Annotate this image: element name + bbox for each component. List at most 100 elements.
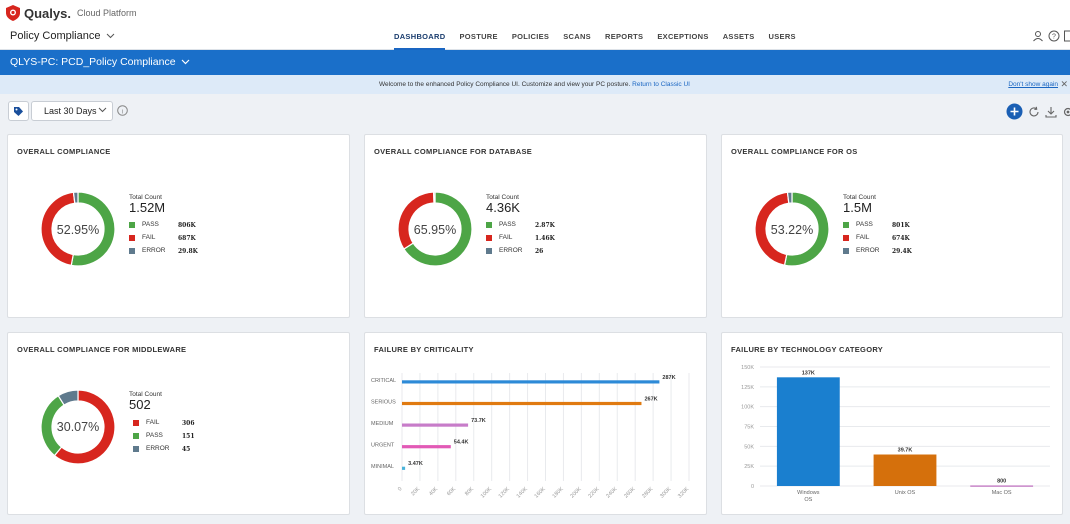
x-tick-label: 80K: [464, 486, 475, 497]
docs-icon[interactable]: [1064, 30, 1070, 42]
legend-label: FAIL: [499, 234, 513, 241]
tab-dashboard[interactable]: DASHBOARD: [394, 26, 446, 50]
total-count-value: 1.52M: [129, 200, 166, 215]
x-tick-label: 60K: [446, 486, 457, 497]
legend-label: PASS: [499, 221, 516, 228]
top-nav: Policy Compliance DASHBOARD POSTURE POLI…: [0, 26, 1070, 50]
error-swatch: [486, 247, 492, 254]
widget-failure-by-technology: FAILURE BY TECHNOLOGY CATEGORY 0 25K 50K 75…: [721, 332, 1063, 515]
bar-serious[interactable]: [402, 401, 642, 406]
tab-reports[interactable]: REPORTS: [604, 32, 644, 41]
legend-value: 151: [182, 433, 195, 440]
pass-swatch: [843, 221, 849, 228]
x-category-label: Mac OS: [992, 490, 1012, 496]
legend-label: ERROR: [499, 247, 523, 254]
nav-tabs: DASHBOARD POSTURE POLICIES SCANS REPORTS…: [394, 26, 810, 50]
widget-title: OVERALL COMPLIANCE FOR OS: [731, 147, 858, 156]
tab-posture[interactable]: POSTURE: [459, 32, 498, 41]
x-tick-label: 100K: [480, 486, 494, 500]
legend-label: FAIL: [142, 234, 156, 241]
x-tick-label: 0: [397, 486, 403, 492]
tab-users[interactable]: USERS: [768, 32, 796, 41]
bar-unix-os[interactable]: [873, 454, 937, 486]
tag-filter-button[interactable]: [8, 101, 29, 121]
legend-pass: PASS: [486, 221, 516, 228]
widget-failure-by-criticality: FAILURE BY CRITICALITY 0 20K 40K 60K 80K 100K…: [364, 332, 707, 515]
tab-policies[interactable]: POLICIES: [511, 32, 550, 41]
bar-windows-os[interactable]: [776, 377, 840, 486]
compliance-donut: [397, 191, 473, 267]
classic-ui-link[interactable]: Return to Classic UI: [632, 81, 690, 88]
compliance-percent: 53.22%: [770, 223, 814, 237]
bar-value-label: 39.7K: [898, 448, 913, 454]
close-icon[interactable]: ✕: [1060, 79, 1068, 89]
user-icon[interactable]: [1032, 30, 1044, 42]
total-count-value: 4.36K: [486, 200, 520, 215]
legend-value: 306: [182, 420, 195, 427]
bar-critical[interactable]: [402, 380, 660, 384]
donut-slice-error[interactable]: [72, 191, 79, 204]
legend-value: 26: [535, 248, 544, 255]
bar-value-label: 3.47K: [408, 461, 423, 467]
criticality-bar-chart: 0 20K 40K 60K 80K 100K 120K 140K 160K 180K 200K 220…: [371, 373, 691, 500]
legend-value: 801K: [892, 222, 910, 229]
tab-assets[interactable]: ASSETS: [722, 32, 755, 41]
banner-message: Welcome to the enhanced Policy Complianc…: [379, 81, 631, 88]
pass-swatch: [129, 221, 135, 228]
fail-swatch: [133, 419, 139, 426]
x-category-label: Windows: [797, 490, 820, 496]
help-icon[interactable]: ?: [1048, 30, 1060, 42]
dashboard-tools: [1006, 103, 1070, 120]
bar-urgent[interactable]: [402, 445, 451, 449]
legend-label: PASS: [856, 221, 873, 228]
legend-value: 806K: [178, 222, 196, 229]
module-selector[interactable]: Policy Compliance: [10, 30, 115, 42]
donut-slice-pass[interactable]: [403, 191, 473, 267]
legend-value: 674K: [892, 235, 910, 242]
widget-title: OVERALL COMPLIANCE FOR DATABASE: [374, 147, 533, 156]
x-tick-label: 20K: [410, 486, 421, 497]
y-category-label: URGENT: [371, 443, 395, 449]
compliance-donut: [754, 191, 830, 267]
donut-slice-error[interactable]: [786, 191, 793, 204]
legend-pass: PASS: [843, 221, 873, 228]
y-category-label: SERIOUS: [371, 399, 396, 405]
bar-medium[interactable]: [402, 423, 469, 427]
x-tick-label: 320K: [677, 486, 691, 500]
legend-fail: FAIL: [486, 234, 512, 241]
fail-swatch: [129, 234, 135, 241]
donut-slice-error[interactable]: [432, 191, 436, 204]
settings-icon[interactable]: [1062, 106, 1070, 118]
legend-label: FAIL: [856, 234, 870, 241]
error-swatch: [133, 445, 139, 452]
date-range-select[interactable]: Last 30 Days: [31, 101, 113, 121]
legend-label: PASS: [146, 432, 163, 439]
compliance-donut: [40, 191, 116, 267]
info-icon[interactable]: i: [117, 105, 128, 116]
bar-minimal[interactable]: [402, 466, 406, 470]
legend-fail: FAIL: [129, 234, 155, 241]
download-icon[interactable]: [1045, 106, 1057, 118]
widget-title: OVERALL COMPLIANCE FOR MIDDLEWARE: [17, 345, 187, 354]
donut-slice-error[interactable]: [57, 389, 79, 406]
brand-bar: Qualys. Cloud Platform: [0, 0, 1070, 26]
tab-exceptions[interactable]: EXCEPTIONS: [657, 32, 709, 41]
dont-show-again-link[interactable]: Don't show again: [1008, 81, 1058, 88]
x-category-label: Unix OS: [895, 490, 916, 496]
x-tick-label: 220K: [587, 486, 601, 500]
y-category-label: MINIMAL: [371, 464, 394, 470]
brand[interactable]: Qualys. Cloud Platform: [6, 5, 137, 21]
x-tick-label: 280K: [641, 486, 655, 500]
widget-middleware-compliance: OVERALL COMPLIANCE FOR MIDDLEWARE 30.07%…: [7, 332, 350, 515]
svg-text:i: i: [122, 108, 123, 115]
add-widget-icon[interactable]: [1006, 103, 1023, 120]
banner-message-wrap: Welcome to the enhanced Policy Complianc…: [379, 81, 690, 88]
legend-error: ERROR: [129, 247, 165, 254]
refresh-icon[interactable]: [1028, 106, 1040, 118]
total-count-label: Total Count: [486, 194, 519, 201]
tab-scans[interactable]: SCANS: [563, 32, 591, 41]
scope-selector[interactable]: QLYS-PC: PCD_Policy Compliance: [10, 56, 190, 68]
donut-slice-fail[interactable]: [397, 191, 435, 250]
legend-value: 2.87K: [535, 222, 555, 229]
bar-mac-os[interactable]: [970, 485, 1034, 487]
